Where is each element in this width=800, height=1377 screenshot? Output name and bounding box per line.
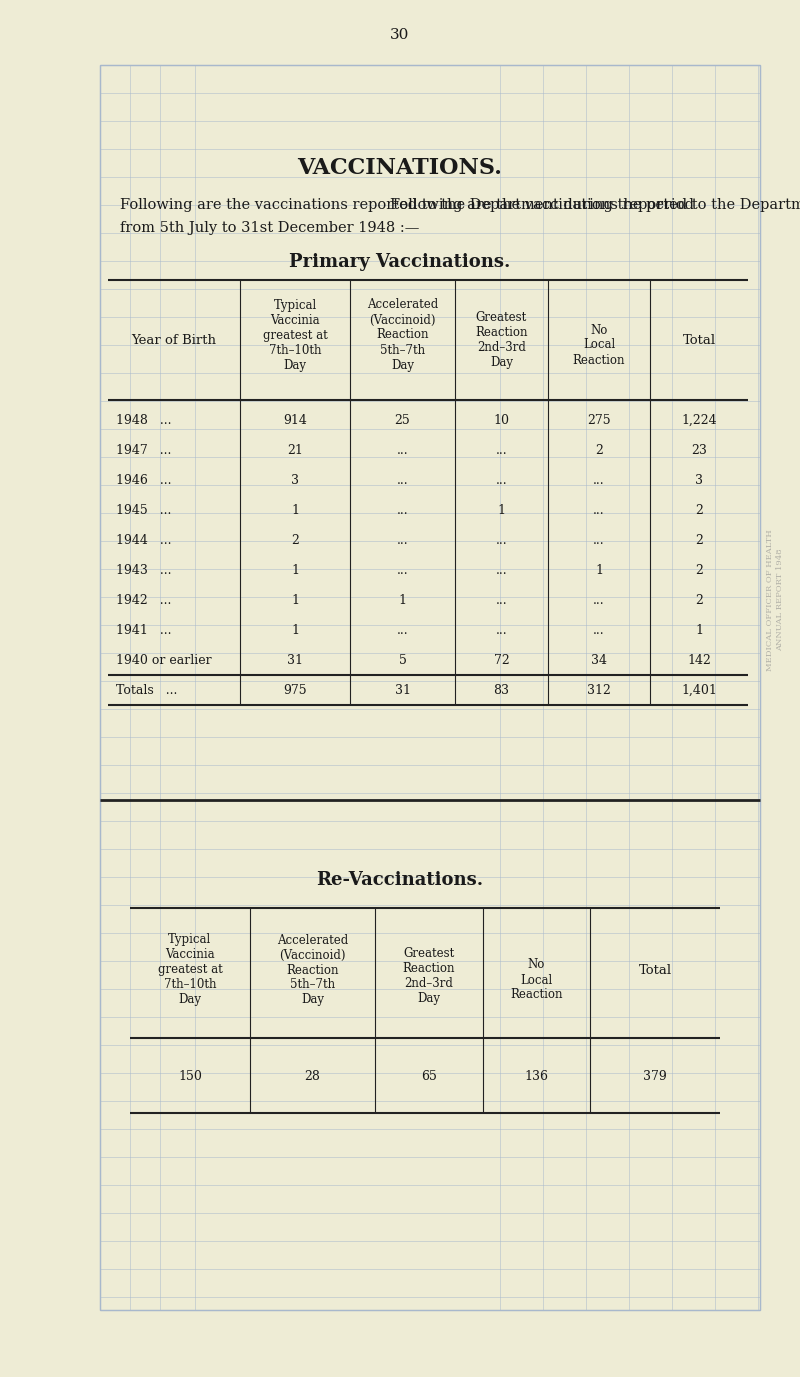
Text: 72: 72 <box>494 654 510 666</box>
Text: Accelerated
(Vaccinoid)
Reaction
5th–7th
Day: Accelerated (Vaccinoid) Reaction 5th–7th… <box>277 934 348 1007</box>
Text: 28: 28 <box>305 1070 321 1082</box>
Text: ...: ... <box>397 624 408 636</box>
Text: ...: ... <box>496 443 507 457</box>
Text: 1948   ...: 1948 ... <box>116 413 171 427</box>
Text: ...: ... <box>496 533 507 547</box>
Text: 65: 65 <box>421 1070 437 1082</box>
Text: MEDICAL OFFICER OF HEALTH
ANNUAL REPORT 1948: MEDICAL OFFICER OF HEALTH ANNUAL REPORT … <box>766 529 784 671</box>
Text: 1941   ...: 1941 ... <box>116 624 171 636</box>
Text: No
Local
Reaction: No Local Reaction <box>573 324 626 366</box>
Text: 1: 1 <box>291 624 299 636</box>
Text: 914: 914 <box>283 413 307 427</box>
Text: 2: 2 <box>695 504 703 516</box>
Text: Greatest
Reaction
2nd–3rd
Day: Greatest Reaction 2nd–3rd Day <box>402 947 455 1005</box>
Text: 1: 1 <box>498 504 506 516</box>
Text: ...: ... <box>496 474 507 486</box>
Bar <box>100 65 760 1310</box>
Text: 10: 10 <box>494 413 510 427</box>
Text: ...: ... <box>397 443 408 457</box>
Text: 1940 or earlier: 1940 or earlier <box>116 654 212 666</box>
Text: 2: 2 <box>695 593 703 606</box>
Text: 1944   ...: 1944 ... <box>116 533 171 547</box>
Text: Primary Vaccinations.: Primary Vaccinations. <box>290 253 510 271</box>
Text: ...: ... <box>496 593 507 606</box>
Text: 1943   ...: 1943 ... <box>116 563 171 577</box>
Text: ...: ... <box>397 533 408 547</box>
Text: 1: 1 <box>291 504 299 516</box>
Text: 1,401: 1,401 <box>681 683 717 697</box>
Text: Year of Birth: Year of Birth <box>131 333 217 347</box>
Text: 3: 3 <box>291 474 299 486</box>
Text: ...: ... <box>397 504 408 516</box>
Text: 1,224: 1,224 <box>681 413 717 427</box>
Text: 2: 2 <box>595 443 603 457</box>
Text: 975: 975 <box>283 683 307 697</box>
Text: 1942   ...: 1942 ... <box>116 593 171 606</box>
Text: 1: 1 <box>291 563 299 577</box>
Text: ...: ... <box>593 474 605 486</box>
Text: from 5th July to 31st December 1948 :—: from 5th July to 31st December 1948 :— <box>120 220 419 235</box>
Text: 83: 83 <box>494 683 510 697</box>
Text: 150: 150 <box>178 1070 202 1082</box>
Text: 1946   ...: 1946 ... <box>116 474 171 486</box>
Text: Following are the vaccinations reported to the Department during the period: Following are the vaccinations reported … <box>120 198 694 212</box>
Text: 1: 1 <box>291 593 299 606</box>
Text: Total: Total <box>638 964 671 976</box>
Text: 1947   ...: 1947 ... <box>116 443 171 457</box>
Text: 25: 25 <box>394 413 410 427</box>
Text: 312: 312 <box>587 683 611 697</box>
Text: 30: 30 <box>390 28 410 43</box>
Text: Totals   ...: Totals ... <box>116 683 178 697</box>
Text: 379: 379 <box>643 1070 667 1082</box>
Text: 136: 136 <box>525 1070 549 1082</box>
Text: 23: 23 <box>691 443 707 457</box>
Text: 1945   ...: 1945 ... <box>116 504 171 516</box>
Text: 3: 3 <box>695 474 703 486</box>
Text: ...: ... <box>593 533 605 547</box>
Text: ...: ... <box>593 593 605 606</box>
Text: ...: ... <box>496 563 507 577</box>
Text: 2: 2 <box>695 533 703 547</box>
Text: 1: 1 <box>595 563 603 577</box>
Text: Greatest
Reaction
2nd–3rd
Day: Greatest Reaction 2nd–3rd Day <box>475 311 528 369</box>
Text: 31: 31 <box>394 683 410 697</box>
Text: 275: 275 <box>587 413 611 427</box>
Text: 21: 21 <box>287 443 303 457</box>
Text: ...: ... <box>496 624 507 636</box>
Text: ...: ... <box>593 624 605 636</box>
Text: 1: 1 <box>398 593 406 606</box>
Text: 34: 34 <box>591 654 607 666</box>
Text: 142: 142 <box>687 654 711 666</box>
Text: 5: 5 <box>398 654 406 666</box>
Text: ...: ... <box>397 474 408 486</box>
Text: Re-Vaccinations.: Re-Vaccinations. <box>317 872 483 890</box>
Text: Accelerated
(Vaccinoid)
Reaction
5th–7th
Day: Accelerated (Vaccinoid) Reaction 5th–7th… <box>367 299 438 372</box>
Text: ...: ... <box>397 563 408 577</box>
Text: 2: 2 <box>291 533 299 547</box>
Text: No
Local
Reaction: No Local Reaction <box>510 958 562 1001</box>
Text: ...: ... <box>593 504 605 516</box>
Text: Following are the vaccinations reported to the Department during the period: Following are the vaccinations reported … <box>390 198 800 212</box>
Text: Total: Total <box>682 333 715 347</box>
Text: 1: 1 <box>695 624 703 636</box>
Text: VACCINATIONS.: VACCINATIONS. <box>298 157 502 179</box>
Text: 31: 31 <box>287 654 303 666</box>
Text: 2: 2 <box>695 563 703 577</box>
Text: Typical
Vaccinia
greatest at
7th–10th
Day: Typical Vaccinia greatest at 7th–10th Da… <box>158 934 222 1007</box>
Text: Typical
Vaccinia
greatest at
7th–10th
Day: Typical Vaccinia greatest at 7th–10th Da… <box>262 299 327 372</box>
